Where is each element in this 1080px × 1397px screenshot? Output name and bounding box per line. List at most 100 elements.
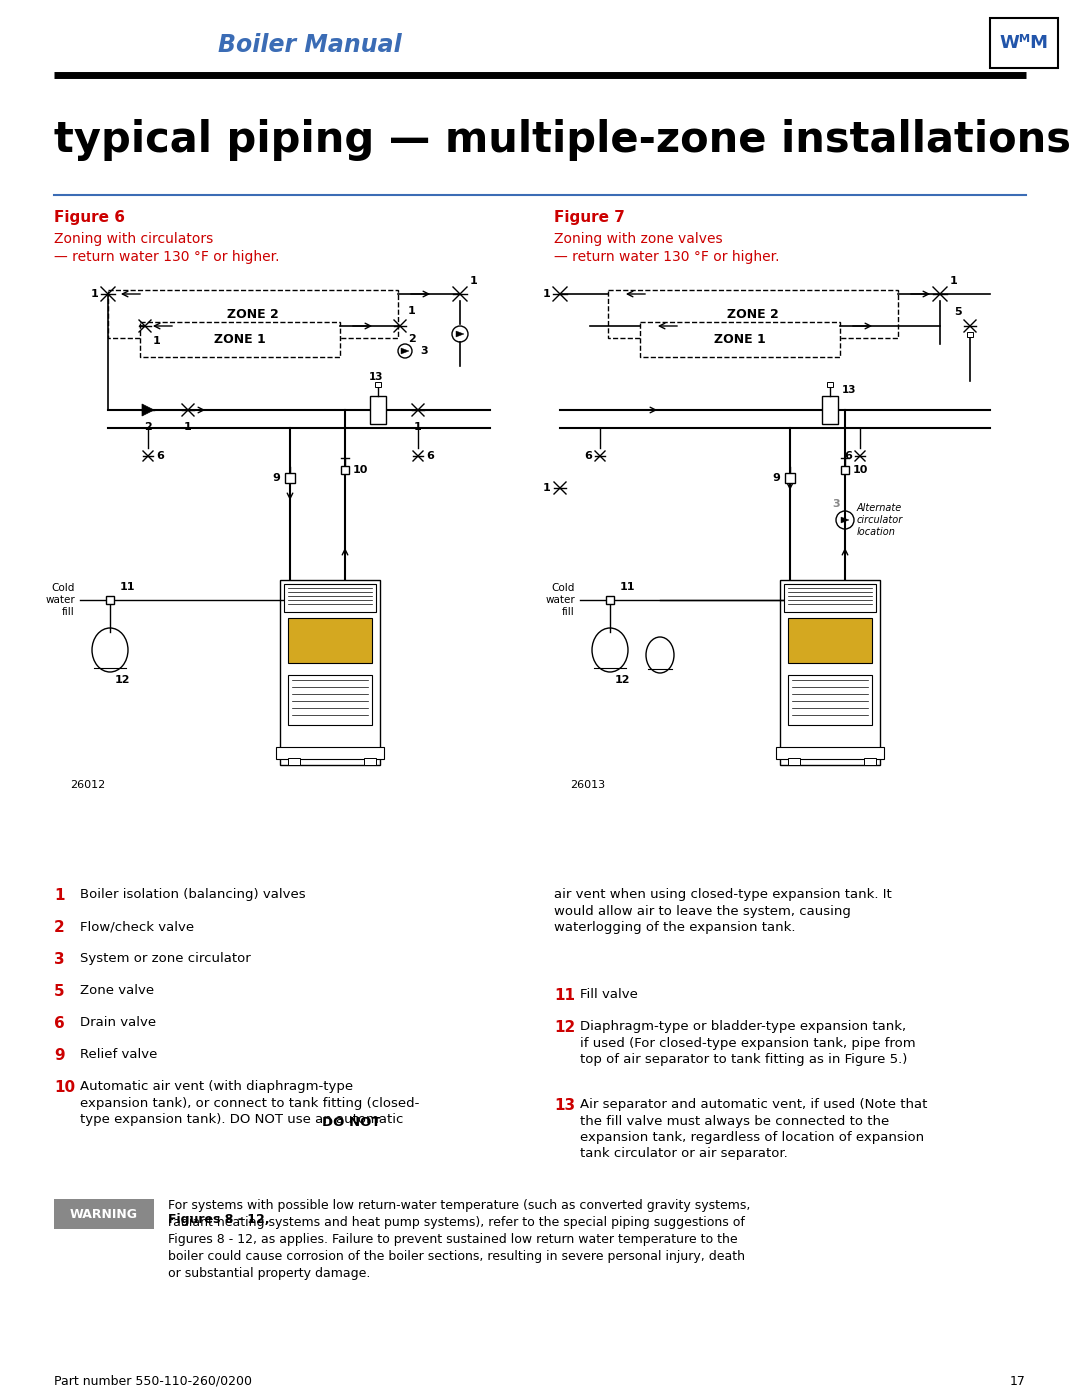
Text: Flow/check valve: Flow/check valve: [80, 921, 194, 933]
Bar: [341, 467, 349, 474]
Text: Relief valve: Relief valve: [80, 1048, 158, 1060]
Polygon shape: [141, 404, 154, 416]
Bar: [967, 332, 973, 337]
Text: Drain valve: Drain valve: [80, 1016, 157, 1030]
Text: 11: 11: [120, 583, 135, 592]
Text: 1: 1: [153, 337, 161, 346]
Text: 9: 9: [772, 474, 780, 483]
Bar: [364, 759, 376, 766]
Text: 3: 3: [420, 346, 428, 356]
Text: 11: 11: [554, 988, 575, 1003]
Text: 6: 6: [845, 451, 852, 461]
Bar: [370, 395, 386, 425]
Text: Automatic air vent (with diaphragm-type
expansion tank), or connect to tank fitt: Automatic air vent (with diaphragm-type …: [80, 1080, 419, 1126]
Text: System or zone circulator: System or zone circulator: [80, 951, 251, 965]
Text: ZONE 2: ZONE 2: [227, 307, 279, 320]
Text: WᴹM: WᴹM: [999, 34, 1049, 52]
Text: Fill valve: Fill valve: [580, 988, 638, 1002]
Text: 13: 13: [554, 1098, 576, 1113]
Text: 6: 6: [54, 1016, 65, 1031]
Bar: [106, 597, 114, 604]
Text: 13: 13: [842, 386, 856, 395]
Text: ZONE 1: ZONE 1: [214, 332, 266, 346]
Bar: [375, 381, 381, 387]
Text: 12: 12: [554, 1020, 576, 1035]
Text: 1: 1: [91, 289, 98, 299]
Bar: [285, 474, 295, 483]
Bar: [54, 1199, 154, 1229]
Text: 6: 6: [584, 451, 592, 461]
Text: Zoning with circulators: Zoning with circulators: [54, 232, 213, 246]
Text: 12: 12: [114, 675, 131, 685]
Text: 2: 2: [144, 422, 152, 432]
Text: ZONE 1: ZONE 1: [714, 332, 766, 346]
Text: 10: 10: [853, 465, 868, 475]
Bar: [140, 321, 340, 358]
Text: Figure 6: Figure 6: [54, 210, 125, 225]
Text: — return water 130 °F or higher.: — return water 130 °F or higher.: [54, 250, 280, 264]
Polygon shape: [841, 517, 849, 522]
Bar: [288, 675, 372, 725]
Text: typical piping — multiple-zone installations: typical piping — multiple-zone installat…: [54, 119, 1071, 161]
Text: Boiler isolation (balancing) valves: Boiler isolation (balancing) valves: [80, 888, 306, 901]
Bar: [822, 395, 838, 425]
Bar: [785, 474, 795, 483]
Text: 1: 1: [414, 422, 422, 432]
Text: 6: 6: [426, 451, 434, 461]
Text: 5: 5: [54, 983, 65, 999]
Text: 1: 1: [408, 306, 416, 316]
Text: 12: 12: [615, 675, 631, 685]
Text: air vent when using closed-type expansion tank. It
would allow air to leave the : air vent when using closed-type expansio…: [554, 888, 892, 935]
Text: Figure 7: Figure 7: [554, 210, 625, 225]
Text: Cold
water
fill: Cold water fill: [545, 584, 575, 616]
Bar: [827, 381, 833, 387]
Text: Air separator and automatic vent, if used (Note that
the fill valve must always : Air separator and automatic vent, if use…: [580, 1098, 928, 1161]
Bar: [288, 759, 300, 766]
Text: Cold
water
fill: Cold water fill: [45, 584, 75, 616]
Text: 11: 11: [620, 583, 635, 592]
Text: Alternate
circulator
location: Alternate circulator location: [858, 503, 903, 538]
Bar: [788, 675, 872, 725]
Text: 5: 5: [955, 307, 962, 317]
Text: Boiler Manual: Boiler Manual: [218, 34, 402, 57]
Text: 1: 1: [54, 888, 65, 902]
Text: 1: 1: [542, 483, 550, 493]
Text: 1: 1: [542, 289, 550, 299]
Text: DO NOT: DO NOT: [322, 1116, 380, 1129]
Text: Part number 550-110-260/0200: Part number 550-110-260/0200: [54, 1375, 252, 1389]
Bar: [777, 747, 885, 759]
Text: 13: 13: [368, 372, 383, 381]
Bar: [280, 580, 380, 766]
Text: 9: 9: [272, 474, 280, 483]
Bar: [288, 617, 372, 664]
Bar: [606, 597, 615, 604]
Polygon shape: [401, 348, 409, 353]
Text: Zoning with zone valves: Zoning with zone valves: [554, 232, 723, 246]
Text: 17: 17: [1010, 1375, 1026, 1389]
Bar: [276, 747, 384, 759]
Text: 10: 10: [54, 1080, 76, 1095]
Bar: [608, 291, 897, 338]
Text: 6: 6: [156, 451, 164, 461]
Text: 2: 2: [54, 921, 65, 935]
Polygon shape: [456, 331, 464, 337]
Bar: [864, 759, 876, 766]
Text: Figures 8 - 12,: Figures 8 - 12,: [168, 1213, 270, 1225]
Bar: [788, 617, 872, 664]
Text: ZONE 2: ZONE 2: [727, 307, 779, 320]
Text: 2: 2: [408, 334, 416, 344]
Bar: [788, 759, 800, 766]
Bar: [780, 580, 880, 766]
Text: 3: 3: [54, 951, 65, 967]
Text: Zone valve: Zone valve: [80, 983, 154, 997]
Text: 9: 9: [54, 1048, 65, 1063]
Text: WARNING: WARNING: [70, 1207, 138, 1221]
Text: 1: 1: [950, 277, 958, 286]
Bar: [640, 321, 840, 358]
Text: 1: 1: [470, 277, 477, 286]
Bar: [990, 18, 1058, 68]
Text: 26013: 26013: [570, 780, 605, 789]
Text: — return water 130 °F or higher.: — return water 130 °F or higher.: [554, 250, 780, 264]
Text: 10: 10: [353, 465, 368, 475]
Bar: [108, 291, 399, 338]
